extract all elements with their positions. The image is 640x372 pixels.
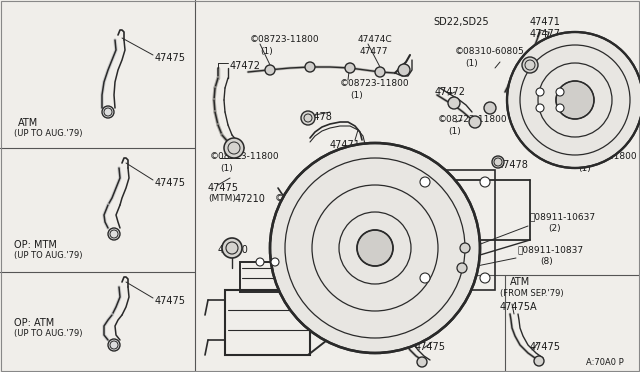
- Text: 47475A: 47475A: [500, 302, 538, 312]
- Text: (1): (1): [448, 127, 461, 136]
- Text: 47474C: 47474C: [358, 35, 392, 44]
- Circle shape: [357, 230, 393, 266]
- Text: (MTM): (MTM): [208, 194, 236, 203]
- Text: ©08723-11800: ©08723-11800: [568, 152, 637, 161]
- Text: (FROM SEP.'79): (FROM SEP.'79): [500, 289, 564, 298]
- Text: OP: MTM: OP: MTM: [14, 240, 57, 250]
- Circle shape: [522, 57, 538, 73]
- Circle shape: [265, 65, 275, 75]
- Circle shape: [398, 64, 410, 76]
- Circle shape: [556, 104, 564, 112]
- Circle shape: [457, 263, 467, 273]
- Text: (UP TO AUG.'79): (UP TO AUG.'79): [14, 329, 83, 338]
- Text: 47478: 47478: [498, 160, 529, 170]
- Circle shape: [222, 238, 242, 258]
- Circle shape: [301, 111, 315, 125]
- Circle shape: [484, 102, 496, 114]
- Text: (8): (8): [540, 257, 553, 266]
- Text: 47475: 47475: [155, 178, 186, 188]
- Text: (1): (1): [220, 164, 233, 173]
- Circle shape: [108, 339, 120, 351]
- Text: 47475: 47475: [208, 183, 239, 193]
- Circle shape: [420, 177, 430, 187]
- Bar: [535, 85, 565, 115]
- Circle shape: [224, 138, 244, 158]
- Bar: [415, 170, 495, 290]
- Text: (1): (1): [578, 164, 591, 173]
- Text: ©08723-11800: ©08723-11800: [210, 152, 280, 161]
- Circle shape: [536, 88, 544, 96]
- Text: ©08723-11800: ©08723-11800: [340, 79, 410, 88]
- Circle shape: [417, 357, 427, 367]
- Circle shape: [480, 273, 490, 283]
- Circle shape: [102, 106, 114, 118]
- Text: 47477: 47477: [530, 29, 561, 39]
- Bar: [240, 262, 295, 292]
- Circle shape: [534, 356, 544, 366]
- Text: ©08310-60805: ©08310-60805: [455, 47, 525, 56]
- Text: 47472: 47472: [230, 61, 261, 71]
- Text: 47471: 47471: [330, 140, 361, 150]
- Text: 47240: 47240: [218, 245, 249, 255]
- Circle shape: [469, 116, 481, 128]
- Circle shape: [305, 62, 315, 72]
- Text: ATM: ATM: [18, 118, 38, 128]
- Circle shape: [270, 143, 480, 353]
- Bar: [225, 290, 310, 355]
- Text: 47475: 47475: [415, 342, 446, 352]
- Circle shape: [345, 63, 355, 73]
- Text: MTM: MTM: [400, 277, 423, 287]
- Circle shape: [108, 228, 120, 240]
- Text: (1): (1): [285, 206, 298, 215]
- Text: (1): (1): [260, 47, 273, 56]
- Text: 47477: 47477: [360, 47, 388, 56]
- Text: ⓝ08911-10637: ⓝ08911-10637: [530, 212, 596, 221]
- Text: (1): (1): [465, 59, 477, 68]
- Text: 47475: 47475: [530, 342, 561, 352]
- Circle shape: [556, 88, 564, 96]
- Text: 47475: 47475: [155, 296, 186, 306]
- Text: 47211M: 47211M: [274, 217, 314, 227]
- Circle shape: [420, 273, 430, 283]
- Text: (UP TO AUG.'79): (UP TO AUG.'79): [14, 251, 83, 260]
- Text: ATM: ATM: [510, 277, 531, 287]
- Circle shape: [448, 97, 460, 109]
- Text: (FROM SEP.'79): (FROM SEP.'79): [392, 289, 456, 298]
- Circle shape: [256, 258, 264, 266]
- Circle shape: [556, 81, 594, 119]
- Circle shape: [375, 67, 385, 77]
- Text: 47210: 47210: [235, 194, 266, 204]
- Text: SD22,SD25: SD22,SD25: [433, 17, 488, 27]
- Circle shape: [507, 32, 640, 168]
- Text: 47475A: 47475A: [392, 302, 429, 312]
- Text: 47478: 47478: [302, 112, 333, 122]
- Circle shape: [460, 243, 470, 253]
- Text: ⓝ08911-10837: ⓝ08911-10837: [518, 245, 584, 254]
- Text: (UP TO AUG.'79): (UP TO AUG.'79): [14, 129, 83, 138]
- Text: ©08723-11800: ©08723-11800: [250, 35, 319, 44]
- Text: (1): (1): [578, 137, 591, 146]
- Circle shape: [480, 177, 490, 187]
- Text: A:70A0 P: A:70A0 P: [586, 358, 624, 367]
- Text: ©08723-11800: ©08723-11800: [275, 194, 344, 203]
- Text: 47475: 47475: [155, 53, 186, 63]
- Circle shape: [492, 156, 504, 168]
- Circle shape: [271, 258, 279, 266]
- Text: ©08723-11800: ©08723-11800: [568, 125, 637, 134]
- Text: (2): (2): [548, 224, 561, 233]
- Text: OP: ATM: OP: ATM: [14, 318, 54, 328]
- Text: ©08723-11800: ©08723-11800: [438, 115, 508, 124]
- Text: 47472: 47472: [435, 87, 466, 97]
- Circle shape: [536, 104, 544, 112]
- Text: (1): (1): [350, 91, 363, 100]
- Text: 47471: 47471: [530, 17, 561, 27]
